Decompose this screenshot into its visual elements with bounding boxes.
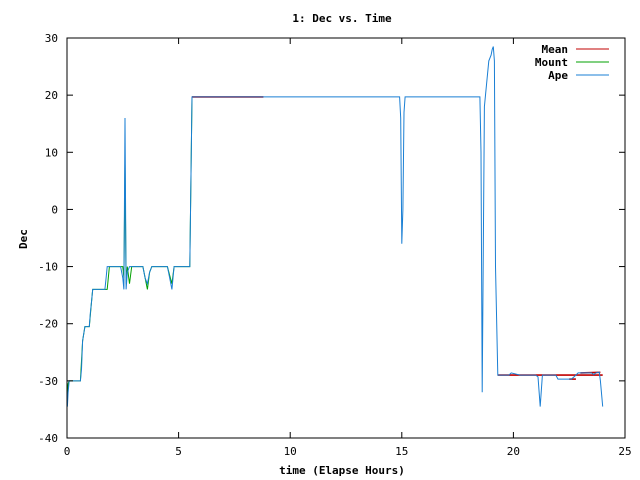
x-tick-label: 20 bbox=[507, 445, 520, 458]
x-tick-label: 0 bbox=[64, 445, 71, 458]
y-tick-label: -10 bbox=[38, 261, 58, 274]
legend-label-ape: Ape bbox=[548, 69, 568, 82]
y-tick-label: -40 bbox=[38, 432, 58, 445]
plot-frame bbox=[66, 37, 626, 439]
series-mount-line bbox=[66, 96, 193, 404]
x-axis-label: time (Elapse Hours) bbox=[279, 464, 405, 477]
plot-area bbox=[66, 46, 604, 407]
x-tick-label: 15 bbox=[395, 445, 408, 458]
y-axis-label: Dec bbox=[17, 229, 30, 249]
x-tick-label: 10 bbox=[284, 445, 297, 458]
y-tick-label: -30 bbox=[38, 375, 58, 388]
y-tick-label: -20 bbox=[38, 318, 58, 331]
chart-title: 1: Dec vs. Time bbox=[292, 12, 392, 25]
legend-label-mount: Mount bbox=[535, 56, 568, 69]
legend-label-mean: Mean bbox=[542, 43, 569, 56]
x-tick-label: 25 bbox=[618, 445, 631, 458]
y-tick-label: 0 bbox=[51, 203, 58, 216]
x-tick-label: 5 bbox=[175, 445, 182, 458]
series-ape-line bbox=[66, 46, 604, 407]
y-tick-label: 30 bbox=[45, 32, 58, 45]
axes: 0 5 10 15 20 25 -40 -30 -20 -10 0 10 20 30 bbox=[38, 32, 632, 458]
y-tick-label: 20 bbox=[45, 89, 58, 102]
y-tick-label: 10 bbox=[45, 146, 58, 159]
